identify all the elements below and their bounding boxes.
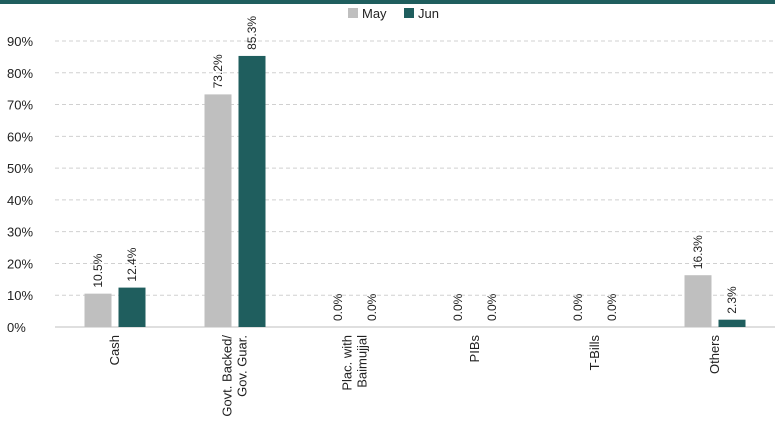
bar-may	[84, 293, 112, 327]
bar-jun	[238, 55, 266, 328]
category-label: Others	[707, 335, 722, 375]
top-rule-bar	[0, 0, 775, 4]
gridlines	[55, 40, 775, 296]
data-label: 0.0%	[571, 293, 585, 321]
bar-jun	[718, 319, 746, 327]
y-tick-label: 90%	[7, 34, 33, 49]
category-label: T-Bills	[587, 335, 602, 371]
bar-may	[204, 94, 232, 328]
category-label: Baimujjal	[355, 335, 370, 388]
bars	[84, 55, 746, 328]
data-label: 0.0%	[331, 293, 345, 321]
top-rule	[0, 0, 775, 4]
data-label: 2.3%	[725, 286, 739, 314]
category-label: Govt. Backed/	[220, 335, 235, 417]
y-tick-label: 70%	[7, 98, 33, 113]
y-tick-label: 20%	[7, 256, 33, 271]
data-label: 85.3%	[245, 16, 259, 50]
y-tick-label: 60%	[7, 129, 33, 144]
category-label: Plac. with	[340, 335, 355, 391]
data-labels: 10.5% 12.4% 73.2% 85.3% 0.0% 0.0% 0.0% 0.0% 0.0%…	[91, 16, 739, 321]
y-tick-label: 0%	[7, 320, 26, 335]
legend-label-jun: Jun	[418, 6, 439, 21]
legend-label-may: May	[362, 6, 387, 21]
y-tick-label: 80%	[7, 66, 33, 81]
y-tick-label: 50%	[7, 161, 33, 176]
y-tick-label: 10%	[7, 288, 33, 303]
y-tick-label: 30%	[7, 225, 33, 240]
data-label: 0.0%	[365, 293, 379, 321]
legend: May Jun	[348, 6, 439, 21]
data-label: 0.0%	[451, 293, 465, 321]
y-tick-label: 40%	[7, 193, 33, 208]
y-axis: 0% 10% 20% 30% 40% 50% 60% 70% 80% 90%	[7, 34, 775, 335]
bar-jun	[118, 287, 146, 327]
data-label: 73.2%	[211, 54, 225, 88]
bar-may	[684, 275, 712, 327]
category-label: PIBs	[467, 335, 482, 363]
x-axis: Cash Govt. Backed/Gov. Guar. Plac. with Bai…	[107, 335, 722, 417]
category-label: Gov. Guar.	[235, 335, 250, 397]
legend-swatch-jun	[404, 8, 414, 18]
data-label: 16.3%	[691, 235, 705, 269]
data-label: 10.5%	[91, 253, 105, 287]
data-label: 0.0%	[485, 293, 499, 321]
legend-swatch-may	[348, 8, 358, 18]
category-label: Cash	[107, 335, 122, 365]
data-label: 0.0%	[605, 293, 619, 321]
data-label: 12.4%	[125, 247, 139, 281]
